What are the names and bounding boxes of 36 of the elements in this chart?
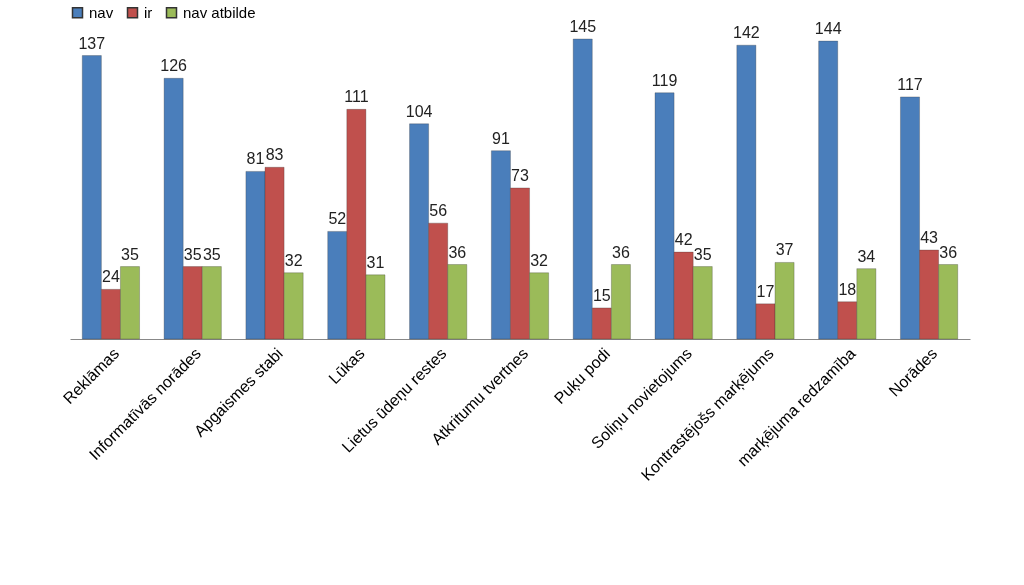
data-label: 43 xyxy=(920,229,939,247)
legend-label: ir xyxy=(144,3,153,21)
data-label: 36 xyxy=(939,243,958,261)
data-label: 91 xyxy=(492,129,510,147)
data-label: 31 xyxy=(366,253,385,271)
data-label: 35 xyxy=(183,245,202,263)
data-label: 35 xyxy=(202,245,221,263)
data-label: 37 xyxy=(775,241,794,259)
data-label: 18 xyxy=(838,280,857,298)
data-label: 144 xyxy=(814,20,842,38)
data-label: 36 xyxy=(612,243,630,261)
data-label: 83 xyxy=(265,146,284,164)
data-label: 36 xyxy=(448,243,467,261)
data-label: 73 xyxy=(511,166,529,184)
data-label: 32 xyxy=(530,251,549,269)
data-label: 42 xyxy=(674,231,693,249)
data-label: 81 xyxy=(246,150,265,168)
data-label: 34 xyxy=(857,247,876,265)
data-label: 35 xyxy=(121,245,139,263)
data-label: 35 xyxy=(693,245,712,263)
data-label: 145 xyxy=(569,18,597,35)
data-label: 111 xyxy=(344,88,369,106)
data-label: 126 xyxy=(160,57,188,75)
legend-label: nav atbilde xyxy=(183,3,256,21)
data-label: 32 xyxy=(284,251,303,269)
data-label: 104 xyxy=(405,102,433,120)
data-label: 56 xyxy=(429,202,448,220)
data-label: 52 xyxy=(328,210,347,228)
data-label: 15 xyxy=(592,286,611,304)
data-label: 137 xyxy=(78,34,106,52)
legend-label: nav xyxy=(89,3,114,21)
data-label: 142 xyxy=(733,24,760,42)
data-label: 24 xyxy=(102,268,120,286)
data-label: 117 xyxy=(897,75,923,93)
data-label: 17 xyxy=(756,282,775,300)
data-label: 119 xyxy=(651,71,678,89)
